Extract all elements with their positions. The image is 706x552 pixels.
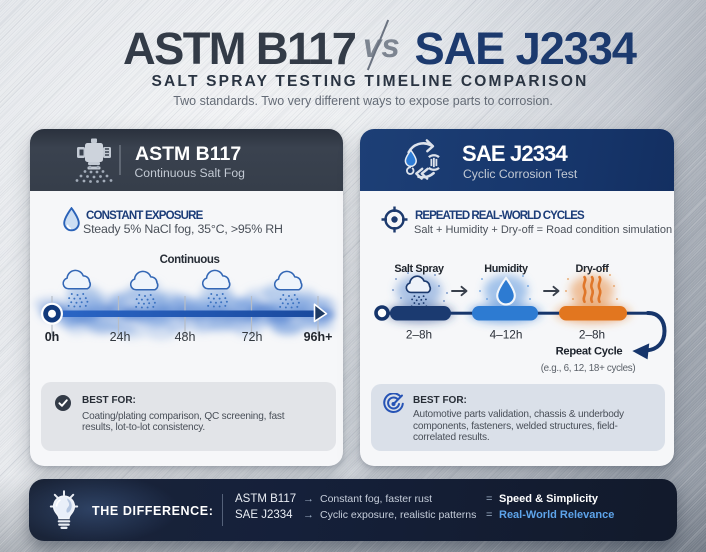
- svg-text:96h+: 96h+: [304, 330, 333, 344]
- svg-text:0h: 0h: [45, 330, 60, 344]
- svg-text:(e.g., 6, 12, 18+ cycles): (e.g., 6, 12, 18+ cycles): [541, 363, 636, 374]
- svg-text:2–8h: 2–8h: [406, 328, 432, 342]
- svg-text:2–8h: 2–8h: [579, 328, 605, 342]
- svg-text:Humidity: Humidity: [484, 263, 528, 275]
- svg-text:Repeat Cycle: Repeat Cycle: [556, 346, 623, 358]
- svg-text:24h: 24h: [110, 330, 131, 344]
- svg-text:Salt Spray: Salt Spray: [394, 263, 444, 275]
- svg-text:4–12h: 4–12h: [490, 328, 523, 342]
- svg-text:Dry-off: Dry-off: [576, 263, 610, 275]
- svg-text:48h: 48h: [175, 330, 196, 344]
- svg-text:72h: 72h: [242, 330, 263, 344]
